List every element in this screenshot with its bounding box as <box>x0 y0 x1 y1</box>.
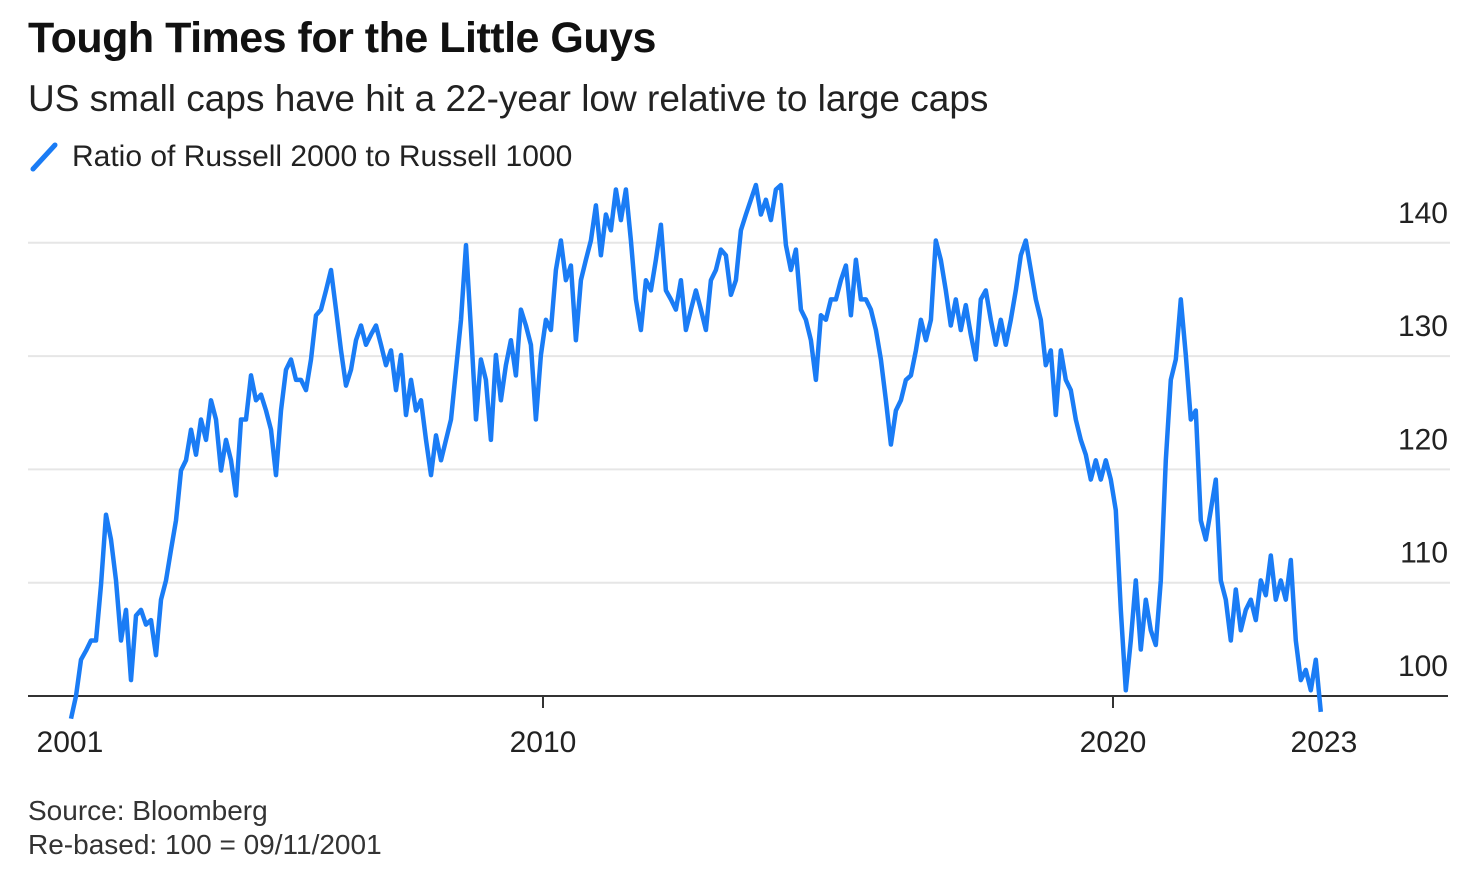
y-tick-label-130: 130 <box>1398 310 1448 343</box>
x-tick-label-2001: 2001 <box>37 726 104 759</box>
chart-subtitle: US small caps have hit a 22-year low rel… <box>28 78 989 119</box>
x-tick-label-2020: 2020 <box>1080 726 1147 759</box>
legend-label: Ratio of Russell 2000 to Russell 1000 <box>72 140 573 173</box>
y-tick-label-100: 100 <box>1398 650 1448 683</box>
y-tick-label-140: 140 <box>1398 197 1448 230</box>
x-tick-label-2023: 2023 <box>1291 726 1358 759</box>
source-note: Source: Bloomberg <box>28 795 268 826</box>
y-tick-label-120: 120 <box>1398 423 1448 456</box>
series-line <box>68 182 1324 720</box>
rebase-note: Re-based: 100 = 09/11/2001 <box>28 829 382 860</box>
x-tick-label-2010: 2010 <box>510 726 577 759</box>
legend-line-icon <box>30 142 58 172</box>
legend: Ratio of Russell 2000 to Russell 1000 <box>28 140 572 174</box>
chart-title: Tough Times for the Little Guys <box>28 14 656 62</box>
y-tick-label-110: 110 <box>1400 537 1448 570</box>
